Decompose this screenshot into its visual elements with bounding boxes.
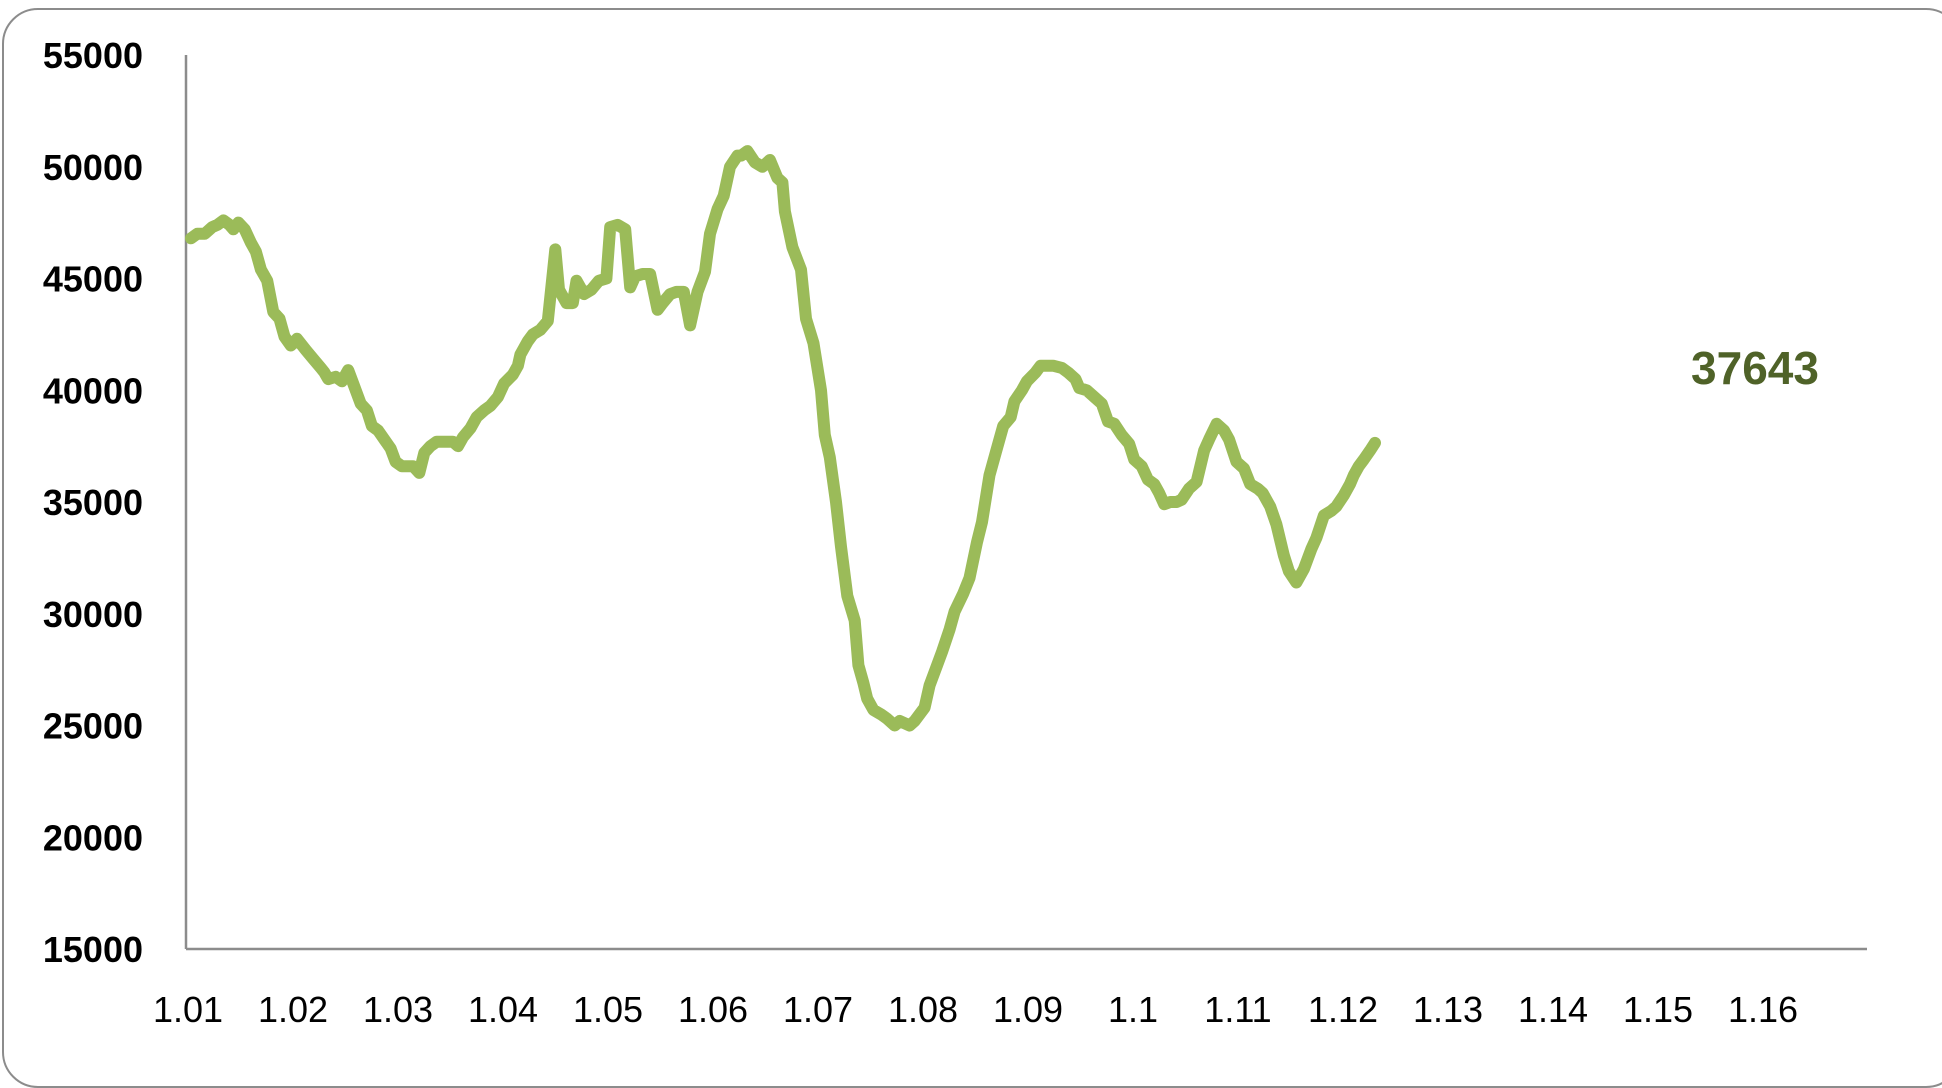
x-axis-tick-labels: 1.01 1.02 1.03 1.04 1.05 1.06 1.07 1.08 1.09 1.1 1… (153, 989, 1798, 1030)
y-tick-label: 30000 (43, 594, 143, 635)
x-tick-label: 1.01 (153, 989, 223, 1030)
x-tick-label: 1.04 (468, 989, 538, 1030)
y-tick-label: 35000 (43, 482, 143, 523)
y-tick-label: 55000 (43, 35, 143, 76)
x-tick-label: 1.1 (1108, 989, 1158, 1030)
y-tick-label: 15000 (43, 929, 143, 970)
x-tick-label: 1.11 (1204, 989, 1271, 1030)
y-tick-label: 25000 (43, 706, 143, 747)
x-tick-label: 1.08 (888, 989, 958, 1030)
series-line (185, 145, 1381, 732)
x-tick-label: 1.15 (1623, 989, 1693, 1030)
x-tick-label: 1.07 (783, 989, 853, 1030)
y-axis-tick-labels: 55000 50000 45000 40000 35000 30000 25000 20000… (43, 35, 143, 970)
last-value-data-label: 37643 (1691, 342, 1819, 394)
x-tick-label: 1.09 (993, 989, 1063, 1030)
y-tick-label: 40000 (43, 370, 143, 411)
x-tick-label: 1.02 (258, 989, 328, 1030)
x-tick-label: 1.16 (1728, 989, 1798, 1030)
y-tick-label: 45000 (43, 259, 143, 300)
x-tick-label: 1.05 (573, 989, 643, 1030)
line-chart: 55000 50000 45000 40000 35000 30000 25000 20000… (43, 35, 1867, 1030)
y-tick-label: 50000 (43, 147, 143, 188)
x-tick-label: 1.03 (363, 989, 433, 1030)
y-tick-label: 20000 (43, 817, 143, 858)
x-tick-label: 1.06 (678, 989, 748, 1030)
x-tick-label: 1.13 (1413, 989, 1483, 1030)
x-tick-label: 1.12 (1308, 989, 1378, 1030)
x-tick-label: 1.14 (1518, 989, 1588, 1030)
